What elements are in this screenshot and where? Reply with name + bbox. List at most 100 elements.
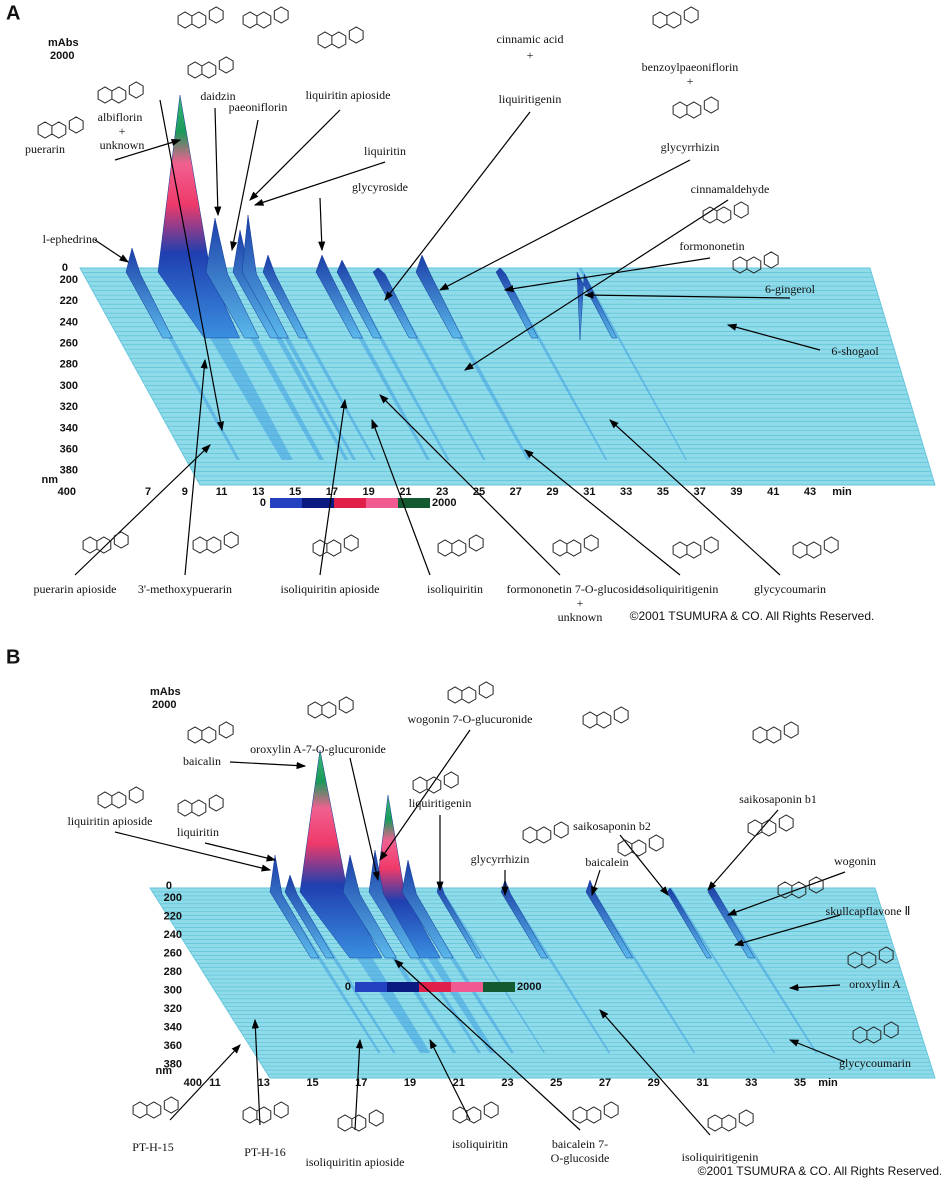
compound-label: unknown [100,138,145,152]
pointer-arrow [599,1009,711,1136]
compound-label: unknown [558,610,603,624]
unit: mAbs [150,686,181,698]
peak [315,254,363,339]
compound-label: baicalein 7- [552,1137,608,1151]
compound-label: PT-H-16 [244,1145,286,1159]
time-label: 13 [252,486,264,498]
wavelength-label: 340 [164,1021,182,1033]
colorbar-segment [419,982,451,992]
wavelength-label: 260 [60,338,78,350]
structure [437,534,484,557]
compound-label: PT-H-15 [132,1140,174,1154]
pointer-arrow [619,834,669,896]
structure [187,721,234,744]
compound-label: baicalin [183,754,221,768]
structure [777,876,824,899]
pointer-arrow [204,842,277,862]
structure [747,814,794,837]
time-label: 25 [473,486,485,498]
wavelength-label: 220 [60,295,78,307]
time-label: 35 [794,1077,806,1089]
wavelength-label: 340 [60,422,78,434]
peak [585,879,634,959]
pointer-arrow [788,1039,846,1063]
pointer-arrow [463,199,729,371]
structure [317,26,364,49]
structure [572,1101,619,1124]
time-label: 23 [436,486,448,498]
wavelength-label: 0 [62,262,68,274]
peak [401,859,454,959]
compound-label: isoliquiritin [427,582,483,596]
peak [342,854,397,959]
wavelength-label: 300 [60,380,78,392]
pointer-arrow [379,729,471,861]
compound-label: baicalein [585,855,628,869]
structure [177,794,224,817]
time-label: 23 [501,1077,513,1089]
compound-label: liquiritin [177,825,219,839]
compound-label: saikosaponin b1 [739,792,817,806]
min-label: min [832,486,852,498]
time-label: 13 [258,1077,270,1089]
peak [415,254,463,339]
peak [205,217,260,339]
pointer-arrow [524,449,681,576]
pointer-arrow [249,109,341,201]
structure [187,56,234,79]
colorbar-segment [355,982,387,992]
pointer-arrow [726,323,821,351]
wavelength-label: 320 [164,1003,182,1015]
wavelength-label: 380 [164,1058,182,1070]
wavelength-label: 0 [166,880,172,892]
structure [752,721,799,744]
pointer-arrow [379,394,561,576]
nm-label: nm [42,474,59,486]
peak-streak [438,888,546,1053]
peak [241,214,289,339]
pointer-arrow [609,419,781,576]
peak [262,254,308,339]
time-label: 37 [694,486,706,498]
compound-label: wogonin 7-O-glucuronide [408,712,533,726]
colorbar-max: 2000 [432,497,456,509]
wavelength-label: 200 [60,274,78,286]
compound-label: wogonin [834,854,876,868]
time-label: 11 [209,1077,221,1089]
compound-label: isoliquiritin [452,1137,508,1151]
compound-label: benzoylpaeoniflorin [642,60,739,74]
time-label: 7 [145,486,151,498]
wavelength-label: 280 [164,966,182,978]
compound-label: glycyroside [352,180,408,194]
wavelength-label: 400 [184,1077,202,1089]
structure [732,251,779,274]
time-label: 35 [657,486,669,498]
time-label: 25 [550,1077,562,1089]
pointer-arrow [319,398,348,576]
colorbar-max: 2000 [517,981,541,993]
time-label: 9 [182,486,188,498]
structure [617,834,664,857]
time-label: 15 [306,1077,318,1089]
compound-label: puerarin apioside [34,582,117,596]
wavelength-label: 260 [164,947,182,959]
compound-label: glycyrrhizin [471,852,530,866]
peak-streak [668,888,776,1053]
structure [312,534,359,557]
colorbar-segment [334,498,366,508]
wavelength-label: 320 [60,401,78,413]
structure [242,6,289,29]
time-label: 21 [399,486,411,498]
structure [792,536,839,559]
time-label: 29 [546,486,558,498]
wavelength-label: 300 [164,984,182,996]
colorbar-min: 0 [345,981,351,993]
structure [177,6,224,29]
structure [132,1096,179,1119]
compound-label: + [119,124,126,138]
time-label: 43 [804,486,816,498]
time-label: 41 [767,486,779,498]
compound-label: saikosaponin b2 [573,819,651,833]
peak [666,887,712,959]
unit-scale: 2000 [50,50,74,62]
